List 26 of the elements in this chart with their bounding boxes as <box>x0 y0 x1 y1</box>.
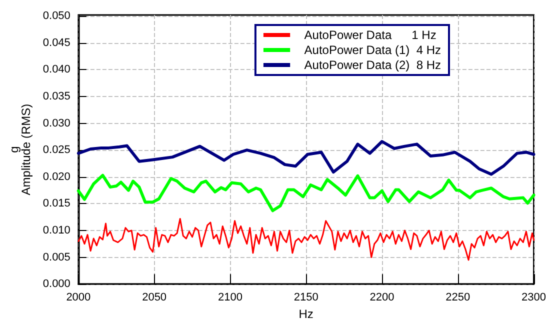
x-tick-label: 2000 <box>66 292 91 304</box>
y-tick-label: 0.040 <box>42 64 70 76</box>
legend-label: AutoPower Data (2) 8 Hz <box>304 58 442 72</box>
y-tick-label: 0.020 <box>42 170 70 183</box>
x-tick-label: 2250 <box>446 292 470 304</box>
line-series <box>76 174 536 212</box>
x-tick-label: 2150 <box>294 292 318 304</box>
x-tick-label: 2300 <box>522 292 546 304</box>
x-axis-title: Hz <box>298 307 314 321</box>
y-tick-label: 0.000 <box>42 278 70 290</box>
line-series <box>78 218 535 261</box>
x-tick-label: 2200 <box>370 292 394 304</box>
y-tick-label: 0.030 <box>42 117 70 130</box>
y-tick-label: 0.035 <box>42 90 70 102</box>
y-tick-label: 0.050 <box>42 10 70 22</box>
x-tick-label: 2100 <box>218 292 242 304</box>
y-tick-label: 0.005 <box>42 251 70 264</box>
x-tick-label: 2050 <box>142 292 167 304</box>
y-tick-label: 0.025 <box>42 144 70 156</box>
y-tick-label: 0.015 <box>42 198 70 210</box>
y-tick-label: 0.010 <box>42 224 70 236</box>
y-axis-title: g Amplitude (RMS) <box>7 104 33 196</box>
legend-label: AutoPower Data (1) 4 Hz <box>304 43 442 57</box>
line-series <box>76 140 536 176</box>
y-tick-label: 0.045 <box>42 36 70 49</box>
legend-label: AutoPower Data 1 Hz <box>304 28 436 42</box>
